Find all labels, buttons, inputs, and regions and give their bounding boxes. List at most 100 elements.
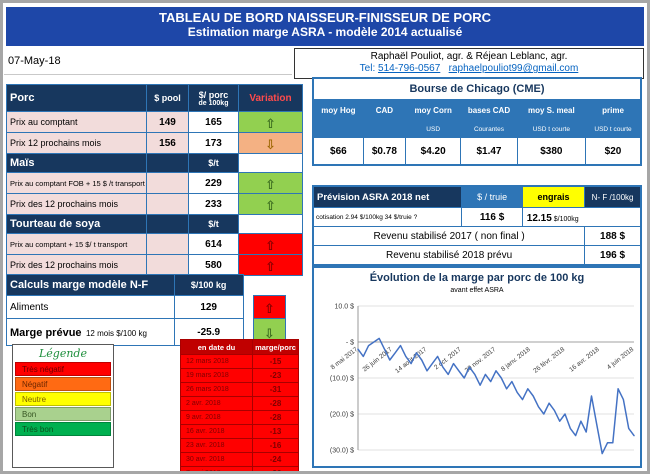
price-value: 580 — [188, 254, 239, 276]
svg-text:2 oct. 2017: 2 oct. 2017 — [433, 346, 463, 372]
svg-text:- $: - $ — [346, 340, 354, 347]
legend-box: Légende Très négatif Négatif Neutre Bon Très… — [12, 344, 114, 468]
history-row: 2 avr. 2018 -28 — [180, 396, 299, 411]
cme-table: Bourse de Chicago (CME) moy Hog CAD moy … — [312, 77, 642, 166]
legend-title: Légende — [38, 347, 87, 360]
revenu-2017-value: 188 $ — [584, 226, 642, 246]
row-label: Prix au comptant + 15 $/ t transport — [6, 233, 147, 255]
price-column-header: $/ porc de 100kg — [188, 84, 239, 112]
page-title: TABLEAU DE BORD NAISSEUR-FINISSEUR DE PO… — [158, 10, 491, 25]
cme-value: $380 — [516, 137, 587, 166]
empty-cell — [146, 254, 189, 276]
history-date-header: en date du — [180, 339, 253, 355]
chart-title: Évolution de la marge par porc de 100 kg — [369, 272, 585, 284]
chart-plot: 10.0 $ - $ (10.0) $ (20.0) $ (30.0) $ 8 mai 2… — [330, 304, 636, 455]
down-arrow-icon: ⇩ — [265, 137, 276, 153]
svg-text:(30.0) $: (30.0) $ — [330, 448, 354, 455]
svg-text:(10.0) $: (10.0) $ — [330, 376, 354, 383]
row-label: Prix des 12 prochains mois — [6, 254, 147, 276]
legend-item: Bon — [15, 407, 111, 421]
cme-value: $20 — [585, 137, 642, 166]
porc-price-table: Porc $ pool $/ porc de 100kg Variation P… — [6, 84, 303, 276]
cme-col-header: prime — [585, 99, 642, 121]
report-date: 07-May-18 — [8, 55, 61, 67]
history-value-header: marge/porc — [252, 339, 299, 355]
history-date: 23 avr. 2018 — [180, 438, 253, 453]
asra-title: Prévision ASRA 2018 net — [312, 185, 463, 208]
empty-cell — [238, 214, 303, 234]
title-bar: TABLEAU DE BORD NAISSEUR-FINISSEUR DE PO… — [6, 7, 644, 46]
pool-value: 149 — [146, 111, 189, 133]
aliments-label: Aliments — [6, 295, 175, 319]
revenu-2017-label: Revenu stabilisé 2017 ( non final ) — [312, 226, 586, 246]
cme-col-subheader — [362, 120, 407, 138]
history-value: -24 — [252, 452, 299, 467]
down-arrow-icon: ⇩ — [263, 326, 275, 342]
history-value: -28 — [252, 396, 299, 411]
email-link[interactable]: raphaelpouliot99@gmail.com — [448, 63, 579, 74]
empty-cell — [146, 214, 189, 234]
mais-unit: $/t — [188, 153, 239, 173]
marge-label-cell: Marge prévue 12 mois $/100 kg — [6, 318, 175, 346]
row-label: Prix des 12 prochains mois — [6, 193, 147, 215]
cme-col-subheader: Courantes — [460, 120, 518, 138]
history-date: 7 mai 2018 — [180, 466, 253, 471]
history-value: -15 — [252, 354, 299, 369]
empty-cell — [146, 153, 189, 173]
history-date: 2 avr. 2018 — [180, 396, 253, 411]
history-row: 23 avr. 2018 -16 — [180, 438, 299, 453]
variation-column-header: Variation — [238, 84, 303, 112]
asra-truie-value: 116 $ — [461, 207, 523, 227]
price-value: 614 — [188, 233, 239, 255]
history-row: 30 avr. 2018 -24 — [180, 452, 299, 467]
history-value: -28 — [252, 410, 299, 425]
svg-text:8 mai 2017: 8 mai 2017 — [330, 346, 360, 372]
page-subtitle: Estimation marge ASRA - modèle 2014 actu… — [187, 25, 463, 39]
svg-text:16 avr. 2018: 16 avr. 2018 — [568, 346, 601, 374]
row-label: Prix 12 prochains mois — [6, 132, 147, 154]
revenu-2018-value: 196 $ — [584, 245, 642, 266]
tel-number-link[interactable]: 514-796-0567 — [378, 63, 441, 74]
chart-subtitle: avant effet ASRA — [450, 287, 504, 294]
authors-line: Raphaël Pouliot, agr. & Réjean Leblanc, … — [370, 51, 568, 62]
variation-cell: ⇧ — [238, 193, 303, 215]
empty-cell — [238, 153, 303, 173]
calc-unit-header: $/100 kg — [173, 274, 244, 296]
empty-cell — [146, 172, 189, 194]
up-arrow-icon: ⇧ — [265, 198, 276, 214]
margin-history-body: 12 mars 2018 -15 19 mars 2018 -23 26 mars 20… — [180, 354, 299, 471]
price-value: 173 — [188, 132, 239, 154]
history-row: 7 mai 2018 -26 — [180, 466, 299, 471]
porc-section-header: Porc — [6, 84, 147, 112]
pool-value: 156 — [146, 132, 189, 154]
row-label: Prix au comptant — [6, 111, 147, 133]
cme-col-subheader — [312, 120, 364, 138]
spacer — [243, 296, 253, 319]
asra-engrais-value: 12.15 — [526, 213, 552, 224]
divider-line — [4, 74, 292, 75]
price-value: 229 — [188, 172, 239, 194]
margin-calc-table: Calculs marge modèle N-F $/100 kg Alimen… — [6, 274, 287, 346]
soya-section-header: Tourteau de soya — [6, 214, 147, 234]
soya-unit: $/t — [188, 214, 239, 234]
svg-text:(20.0) $: (20.0) $ — [330, 412, 354, 419]
marge-sublabel: 12 mois $/100 kg — [85, 329, 147, 338]
spacer — [253, 275, 285, 296]
marge-label: Marge prévue — [10, 327, 82, 339]
calc-section-header: Calculs marge modèle N-F — [6, 274, 175, 296]
cme-value: $1.47 — [460, 137, 518, 166]
history-row: 12 mars 2018 -15 — [180, 354, 299, 369]
svg-text:8 janv. 2018: 8 janv. 2018 — [500, 346, 532, 373]
history-date: 30 avr. 2018 — [180, 452, 253, 467]
asra-engrais-header: engrais — [521, 185, 586, 208]
cme-col-header: moy Corn — [405, 99, 462, 121]
empty-cell — [146, 233, 189, 255]
asra-engrais-value-cell: 12.15 $/100kg — [521, 207, 642, 227]
legend-item: Très négatif — [15, 362, 111, 376]
svg-text:26 févr. 2018: 26 févr. 2018 — [532, 346, 566, 375]
cme-col-subheader: USD t courte — [585, 120, 642, 138]
mais-section-header: Maïs — [6, 153, 147, 173]
cme-col-subheader: USD t courte — [516, 120, 587, 138]
cme-col-header: moy S. meal — [516, 99, 587, 121]
